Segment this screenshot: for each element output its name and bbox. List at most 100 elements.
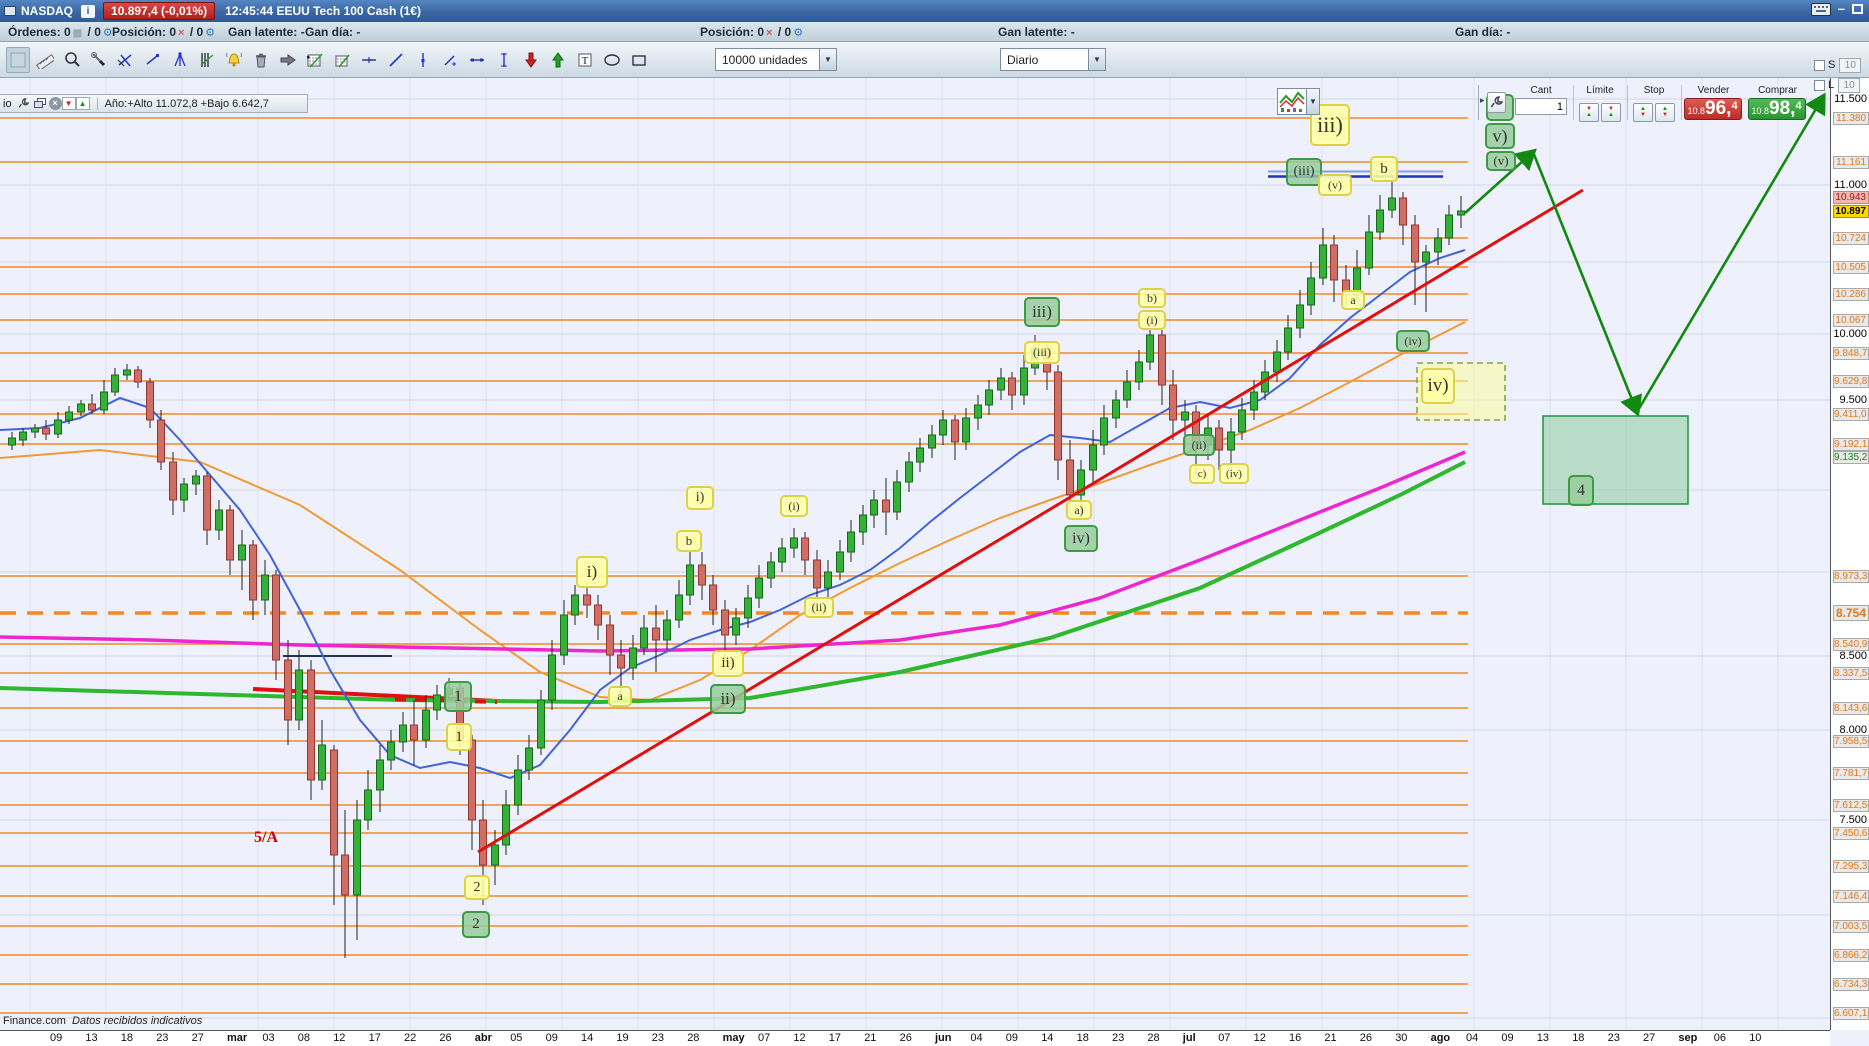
- wave-label[interactable]: a: [1341, 290, 1365, 310]
- dot-segment-icon[interactable]: [141, 47, 165, 73]
- wave-label[interactable]: (i): [780, 495, 808, 517]
- trash-icon[interactable]: [249, 47, 273, 73]
- segment-plus-icon[interactable]: [438, 47, 462, 73]
- wave-label[interactable]: a: [608, 686, 632, 707]
- wave-label[interactable]: i): [686, 486, 714, 510]
- vline-point-icon[interactable]: [411, 47, 435, 73]
- pitchfork-icon[interactable]: [168, 47, 192, 73]
- keyboard-icon[interactable]: [1810, 2, 1831, 16]
- wave-label[interactable]: (iv): [1219, 463, 1249, 484]
- limit-distance-input[interactable]: 10: [1838, 77, 1861, 93]
- quantity-input[interactable]: [1515, 98, 1568, 115]
- zoom-icon[interactable]: [60, 47, 84, 73]
- stop-buy-button[interactable]: ▲ ▼: [1655, 102, 1676, 122]
- sell-arrow-icon[interactable]: ▼: [61, 97, 76, 110]
- close-icon[interactable]: ×: [48, 97, 62, 110]
- cancel-icon[interactable]: ×: [178, 27, 185, 39]
- date-axis-label: 28: [687, 1032, 700, 1044]
- stop-distance-input[interactable]: 10: [1839, 57, 1862, 73]
- candle-body: [1250, 391, 1258, 411]
- wave-label[interactable]: 4: [1568, 475, 1594, 506]
- gear-icon[interactable]: ⚙: [205, 26, 216, 39]
- ellipse-tool-icon[interactable]: [600, 47, 624, 73]
- wave-label[interactable]: (v): [1318, 174, 1352, 196]
- candle-body: [514, 769, 522, 806]
- candle-body: [721, 609, 729, 636]
- vertical-range-icon[interactable]: [492, 47, 516, 73]
- hline-icon[interactable]: [357, 47, 381, 73]
- restore-button[interactable]: [1852, 4, 1863, 14]
- price-axis-label: 6.734,3: [1833, 978, 1869, 991]
- wave-label[interactable]: iii): [1024, 297, 1060, 327]
- wave-label[interactable]: (iv): [1396, 330, 1430, 352]
- cascade-windows-icon[interactable]: [33, 97, 48, 111]
- arrow-right-icon[interactable]: [276, 47, 300, 73]
- selector-icon[interactable]: [6, 47, 30, 73]
- wave-label[interactable]: 5/A: [254, 829, 278, 846]
- chart-type-button[interactable]: ▼: [1277, 88, 1321, 115]
- sell-button[interactable]: 10.8 96, 4: [1683, 98, 1742, 120]
- cancel-icon[interactable]: ×: [766, 27, 773, 39]
- wave-label[interactable]: 2: [462, 911, 490, 938]
- chevron-down-icon[interactable]: ▼: [1088, 49, 1105, 70]
- chevron-down-icon[interactable]: ▼: [819, 49, 836, 70]
- date-axis-label: mar: [227, 1032, 248, 1044]
- wave-label[interactable]: iv): [1064, 525, 1098, 552]
- wave-label[interactable]: 1: [446, 723, 472, 751]
- chart-grid-icon[interactable]: [330, 47, 354, 73]
- wave-label[interactable]: (ii): [804, 597, 834, 618]
- wave-label[interactable]: v): [1485, 123, 1515, 149]
- wave-label[interactable]: b: [1370, 156, 1398, 182]
- limit-buy-button[interactable]: ▼ ▲: [1601, 102, 1622, 122]
- info-icon[interactable]: i: [81, 4, 96, 18]
- double-point-icon[interactable]: [465, 47, 489, 73]
- stop-sell-button[interactable]: ▲ ▼: [1633, 102, 1654, 122]
- timeframe-select[interactable]: Diario ▼: [1000, 48, 1106, 71]
- quantity-label: Cant: [1530, 85, 1552, 96]
- chart-edit-icon[interactable]: [303, 47, 327, 73]
- wave-label[interactable]: (ii): [1183, 434, 1215, 456]
- candle-body: [1100, 417, 1108, 446]
- wave-label[interactable]: ii): [712, 650, 744, 677]
- wave-label[interactable]: ii): [710, 684, 746, 714]
- gear-icon[interactable]: ⚙: [102, 26, 113, 39]
- trendline-icon[interactable]: [384, 47, 408, 73]
- wrench-icon[interactable]: [16, 97, 31, 111]
- wave-label[interactable]: iii): [1310, 104, 1350, 146]
- tools-icon[interactable]: [87, 47, 111, 73]
- down-arrow-icon[interactable]: [519, 47, 543, 73]
- cross-lines-icon[interactable]: [114, 47, 138, 73]
- wave-label[interactable]: b): [1138, 288, 1166, 308]
- panel-caret-icon[interactable]: ▸: [1480, 95, 1485, 105]
- wrench-button[interactable]: [1486, 92, 1506, 113]
- wave-label[interactable]: i): [576, 556, 608, 588]
- wave-label[interactable]: (i): [1138, 310, 1166, 330]
- limit-sell-button[interactable]: ▼ ▲: [1579, 102, 1600, 122]
- chevron-down-icon[interactable]: ▼: [1307, 88, 1320, 115]
- units-select[interactable]: 10000 unidades ▼: [715, 48, 837, 71]
- buy-arrow-icon[interactable]: ▲: [75, 97, 90, 110]
- limit-checkbox[interactable]: [1814, 79, 1825, 91]
- text-tool-icon[interactable]: T: [573, 47, 597, 73]
- ruler-icon[interactable]: [33, 47, 57, 73]
- buy-button[interactable]: 10.8 98, 4: [1747, 98, 1806, 120]
- stop-checkbox[interactable]: [1814, 59, 1825, 71]
- wave-label[interactable]: (v): [1486, 151, 1516, 171]
- wave-label[interactable]: 1: [444, 681, 472, 712]
- up-arrow-icon[interactable]: [546, 47, 570, 73]
- wave-label[interactable]: iv): [1421, 368, 1455, 404]
- wave-label[interactable]: 2: [464, 875, 490, 900]
- wave-label[interactable]: (iii): [1024, 341, 1060, 364]
- alarm-bell-icon[interactable]: [222, 47, 246, 73]
- wave-label[interactable]: c): [1189, 464, 1215, 484]
- wave-label[interactable]: (iii): [1286, 158, 1322, 186]
- list-icon[interactable]: ▦: [72, 28, 83, 39]
- rect-tool-icon[interactable]: [627, 47, 651, 73]
- fib-lines-icon[interactable]: [195, 47, 219, 73]
- wave-label[interactable]: a): [1066, 500, 1092, 520]
- candle-body: [192, 475, 200, 485]
- candle-body: [134, 369, 142, 383]
- minimize-button[interactable]: –: [1837, 1, 1845, 16]
- wave-label[interactable]: b: [676, 530, 702, 552]
- gear-icon[interactable]: ⚙: [793, 26, 804, 39]
